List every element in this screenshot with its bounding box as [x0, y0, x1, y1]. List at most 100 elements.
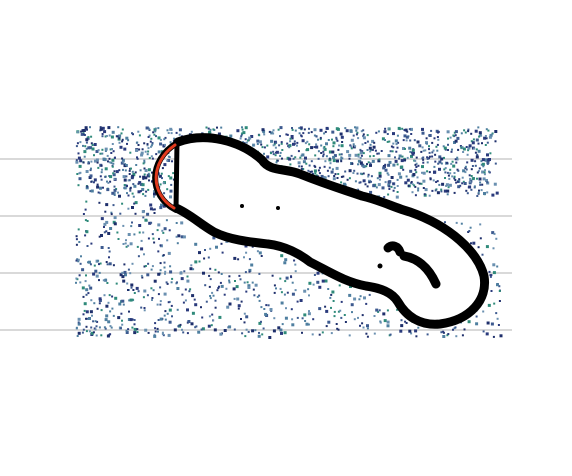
speckle	[110, 213, 113, 216]
speckle	[119, 145, 123, 149]
speckle	[377, 130, 380, 133]
speckle	[412, 173, 416, 176]
speckle	[138, 148, 141, 151]
speckle	[338, 153, 341, 156]
speckle	[350, 147, 353, 150]
speckle	[331, 290, 335, 294]
speckle	[292, 142, 295, 146]
speckle	[234, 280, 236, 282]
speckle	[475, 138, 479, 142]
speckle	[350, 145, 353, 148]
speckle	[280, 291, 283, 294]
speckle	[96, 183, 99, 186]
interior-dot	[240, 204, 244, 208]
speckle	[483, 171, 486, 174]
speckle	[424, 149, 427, 152]
speckle	[355, 133, 358, 136]
speckle	[126, 192, 128, 195]
speckle	[143, 159, 146, 162]
speckle	[417, 187, 420, 190]
speckle	[81, 286, 85, 290]
speckle	[115, 170, 119, 174]
speckle	[261, 146, 264, 149]
speckle	[378, 171, 382, 175]
speckle	[468, 181, 472, 185]
speckle	[486, 160, 490, 164]
speckle	[470, 140, 473, 143]
speckle	[104, 327, 107, 330]
speckle	[432, 179, 435, 182]
speckle	[366, 324, 369, 328]
interior-dot	[377, 263, 383, 269]
speckle	[323, 132, 326, 135]
speckle	[92, 181, 95, 184]
speckle	[252, 288, 255, 291]
speckle	[308, 143, 311, 146]
speckle	[201, 327, 205, 331]
speckle	[117, 191, 119, 194]
speckle	[152, 237, 155, 240]
speckle	[109, 310, 112, 313]
speckle	[441, 182, 445, 186]
speckle	[143, 307, 146, 309]
speckle	[241, 126, 243, 129]
speckle	[128, 299, 131, 302]
speckle	[119, 212, 122, 215]
speckle	[319, 138, 322, 141]
speckle	[438, 155, 442, 159]
speckle	[486, 141, 489, 144]
speckle	[189, 267, 193, 271]
speckle	[346, 150, 350, 154]
speckle	[308, 294, 310, 297]
speckle	[474, 129, 478, 133]
speckle	[461, 334, 464, 337]
speckle	[332, 177, 336, 181]
speckle	[421, 131, 425, 135]
speckle	[102, 279, 105, 282]
speckle	[355, 129, 358, 132]
speckle	[362, 152, 365, 155]
speckle	[171, 277, 174, 280]
speckle	[245, 141, 248, 144]
speckle	[393, 186, 396, 189]
speckle	[119, 273, 123, 277]
speckle	[284, 316, 288, 320]
speckle	[217, 287, 220, 290]
speckle	[463, 182, 467, 185]
speckle	[217, 271, 220, 274]
speckle	[153, 133, 156, 136]
speckle	[369, 162, 372, 165]
speckle	[440, 188, 443, 191]
speckle	[106, 282, 109, 284]
speckle	[286, 142, 289, 145]
speckle	[369, 150, 372, 153]
speckle	[177, 234, 181, 238]
speckle	[240, 318, 242, 320]
speckle	[122, 175, 126, 179]
speckle	[440, 157, 444, 161]
speckle	[194, 242, 198, 246]
speckle	[428, 151, 431, 154]
speckle	[262, 327, 265, 330]
speckle	[118, 194, 121, 198]
speckle	[328, 166, 331, 169]
speckle	[151, 171, 153, 174]
speckle	[469, 180, 472, 183]
speckle	[384, 168, 388, 172]
speckle	[96, 161, 99, 164]
speckle	[445, 184, 448, 187]
speckle	[293, 142, 296, 145]
speckle	[131, 206, 134, 209]
speckle	[143, 265, 146, 268]
speckle	[108, 262, 112, 266]
speckle	[411, 191, 414, 194]
speckle	[120, 132, 123, 135]
speckle	[416, 140, 420, 144]
speckle	[193, 298, 196, 301]
speckle	[376, 152, 379, 155]
speckle	[78, 274, 81, 277]
speckle	[368, 181, 371, 184]
speckle	[369, 143, 372, 146]
speckle	[163, 266, 166, 269]
speckle	[159, 262, 162, 265]
